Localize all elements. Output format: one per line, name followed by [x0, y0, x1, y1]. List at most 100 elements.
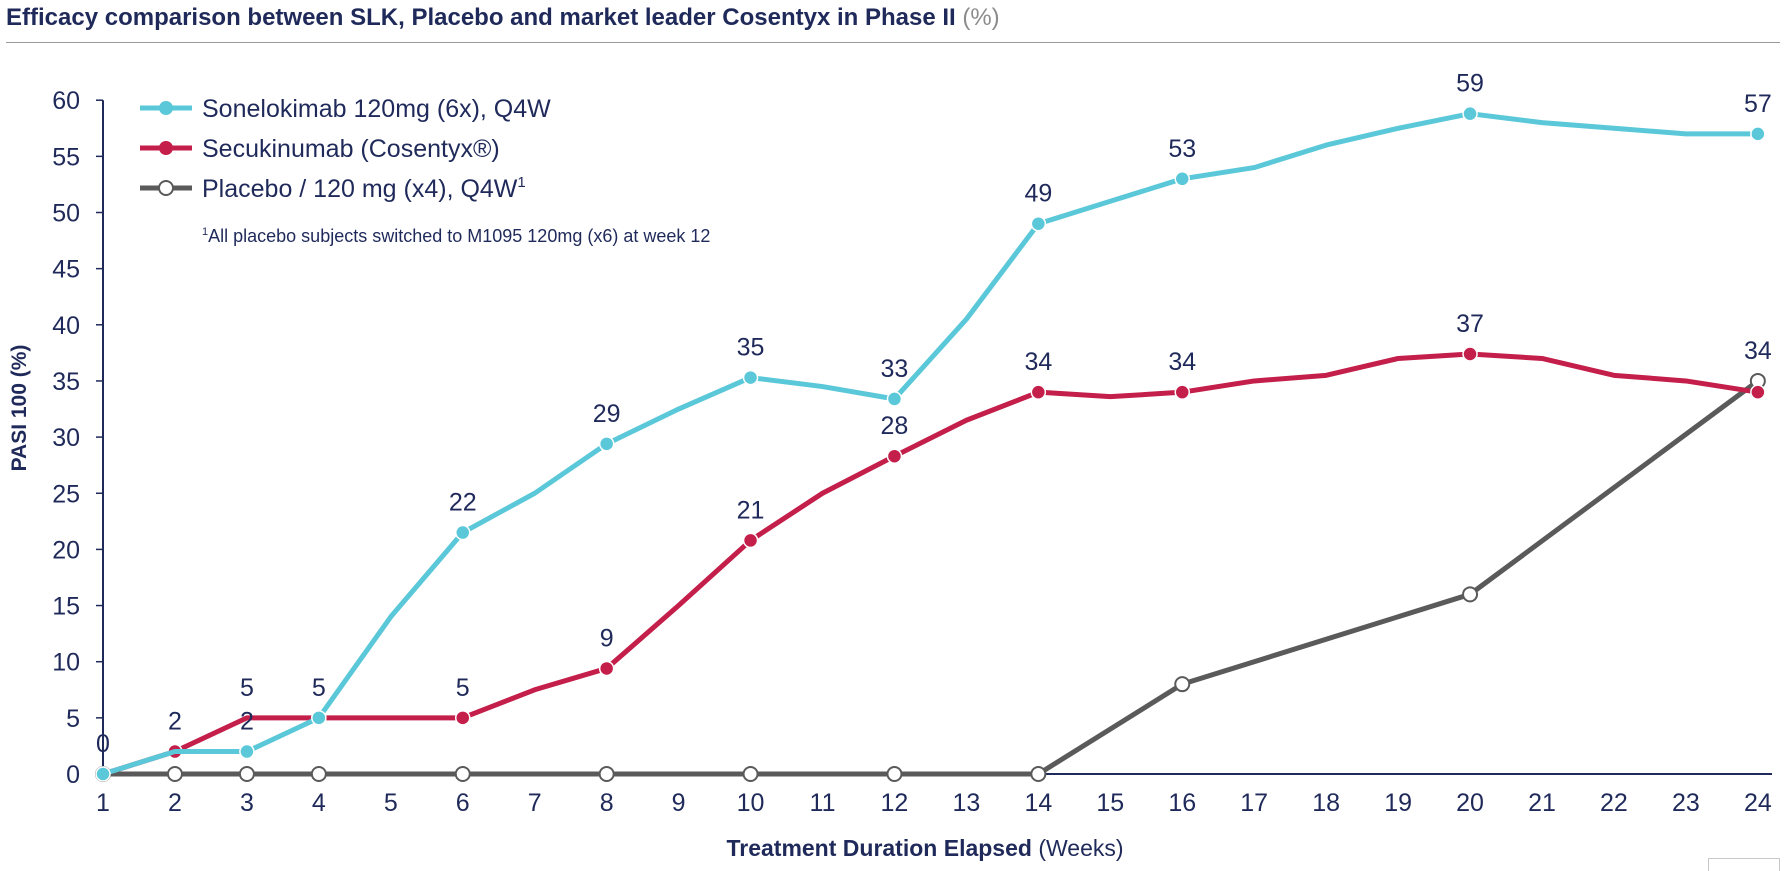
x-tick-label: 13: [952, 789, 980, 817]
legend-marker: [159, 141, 173, 155]
data-point: [166, 766, 183, 782]
x-axis-label: Treatment Duration Elapsed (Weeks): [726, 835, 1123, 861]
x-tick-label: 24: [1744, 789, 1772, 817]
x-tick-label: 6: [456, 789, 470, 817]
data-point: [1030, 215, 1047, 232]
chart-title-unit: (%): [962, 4, 1000, 31]
data-label: 29: [593, 400, 621, 428]
data-label: 57: [1744, 90, 1772, 118]
y-tick-label: 25: [52, 480, 80, 508]
data-point: [1174, 384, 1190, 400]
y-tick-label: 35: [52, 368, 80, 396]
data-label: 2: [168, 708, 182, 736]
data-label: 5: [312, 674, 326, 702]
y-tick-label: 30: [52, 424, 80, 452]
y-tick-label: 60: [52, 87, 80, 115]
data-label: 22: [449, 489, 477, 517]
x-tick-label: 8: [600, 789, 614, 817]
data-point: [1030, 766, 1047, 782]
data-point: [239, 743, 255, 760]
data-point: [742, 369, 759, 386]
title-divider: [6, 42, 1780, 43]
x-tick-label: 7: [528, 789, 542, 817]
y-tick-label: 50: [52, 200, 80, 228]
x-tick-label: 14: [1024, 789, 1052, 817]
x-tick-label: 10: [737, 789, 765, 817]
x-tick-label: 9: [672, 789, 686, 817]
legend: Sonelokimab 120mg (6x), Q4W Secukinumab (…: [140, 95, 551, 203]
y-tick-label: 40: [52, 312, 80, 340]
series-line: [100, 111, 1761, 777]
x-tick-label: 4: [312, 789, 326, 817]
data-label: 34: [1744, 337, 1772, 365]
x-tick-label: 21: [1528, 789, 1556, 817]
y-tick-label: 45: [52, 256, 80, 284]
x-tick-label: 12: [881, 789, 909, 817]
data-point: [598, 436, 615, 452]
x-tick-label: 23: [1672, 789, 1700, 817]
data-point: [238, 766, 255, 782]
x-tick-label: 20: [1456, 789, 1484, 817]
data-label: 53: [1168, 135, 1196, 163]
data-label: 34: [1024, 348, 1052, 376]
chart-title: Efficacy comparison between SLK, Placebo…: [6, 4, 1000, 32]
data-point: [742, 766, 759, 782]
data-label: 34: [1168, 348, 1196, 376]
x-tick-label: 19: [1384, 789, 1412, 817]
x-tick-label: 3: [240, 789, 254, 817]
data-point: [1030, 384, 1047, 400]
footnote: 1All placebo subjects switched to M1095 …: [202, 226, 710, 246]
y-tick-label: 5: [66, 705, 80, 733]
x-tick-label: 2: [168, 789, 182, 817]
data-point: [886, 448, 903, 464]
data-point: [598, 766, 615, 782]
data-label: 37: [1456, 310, 1484, 338]
x-tick-label: 18: [1312, 789, 1340, 817]
series-line: [100, 378, 1761, 777]
data-label: 5: [240, 674, 254, 702]
series-layer: [95, 105, 1766, 782]
x-tick-label: 17: [1240, 789, 1268, 817]
data-point: [886, 391, 903, 407]
data-label: 0: [96, 730, 110, 758]
data-point: [1750, 384, 1766, 400]
data-label: 33: [881, 355, 909, 383]
x-tick-label: 5: [384, 789, 398, 817]
data-label: 28: [881, 412, 909, 440]
chart-title-text: Efficacy comparison between SLK, Placebo…: [6, 4, 956, 31]
legend-marker: [159, 101, 173, 115]
data-point: [1174, 676, 1191, 693]
data-point: [95, 766, 111, 782]
y-axis-label: PASI 100 (%): [8, 345, 31, 472]
data-label: 49: [1024, 180, 1052, 208]
data-point: [1462, 346, 1478, 362]
data-point: [455, 524, 471, 541]
legend-marker: [158, 180, 174, 196]
data-point: [886, 766, 903, 782]
data-point: [1174, 171, 1190, 187]
x-axis: 1 2 3 4 5 6 7 8 9 10 11 12 13 14 15 16 17 18 19 20 21 22 23 24: [96, 789, 1772, 817]
series-line: [100, 351, 1761, 777]
data-label: 21: [737, 496, 765, 524]
y-tick-label: 15: [52, 593, 80, 621]
data-label: 59: [1456, 70, 1484, 98]
data-point: [310, 766, 327, 782]
y-tick-label: 55: [52, 143, 80, 171]
x-tick-label: 22: [1600, 789, 1628, 817]
data-label: 9: [600, 624, 614, 652]
y-tick-label: 0: [66, 761, 80, 789]
x-tick-label: 1: [96, 789, 110, 817]
data-point: [1462, 105, 1478, 122]
data-point: [742, 532, 759, 549]
x-tick-label: 16: [1168, 789, 1196, 817]
legend-label: Secukinumab (Cosentyx®): [202, 135, 500, 163]
data-point: [1462, 586, 1479, 603]
y-tick-label: 10: [52, 649, 80, 677]
data-point: [455, 710, 471, 726]
x-tick-label: 11: [810, 789, 836, 817]
corner-box: [1708, 858, 1780, 871]
data-point: [1750, 126, 1766, 142]
legend-label: Sonelokimab 120mg (6x), Q4W: [202, 95, 551, 123]
